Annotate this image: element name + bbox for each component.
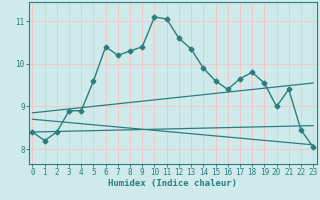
X-axis label: Humidex (Indice chaleur): Humidex (Indice chaleur) xyxy=(108,179,237,188)
